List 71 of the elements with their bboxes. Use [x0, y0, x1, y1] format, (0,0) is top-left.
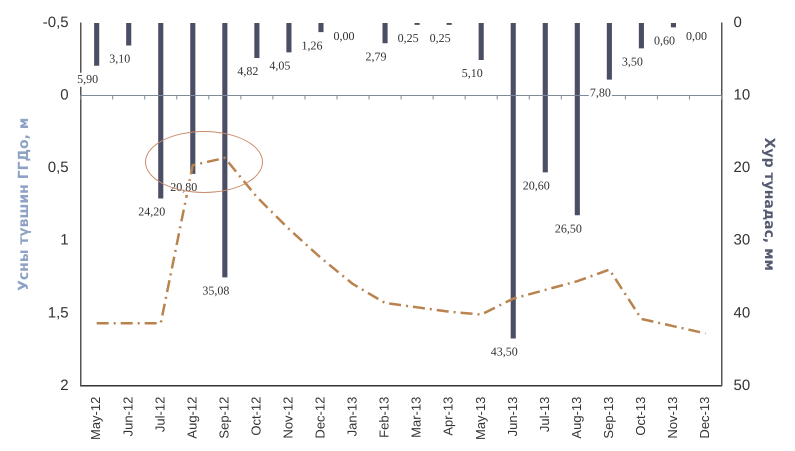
- data-label: 7,80: [590, 86, 611, 100]
- bar: [254, 23, 260, 58]
- line-series: [95, 156, 707, 335]
- bar: [542, 23, 548, 172]
- data-label: 43,50: [490, 344, 518, 359]
- x-tick-label: Mar-13: [408, 396, 424, 438]
- y-tick-label: 2: [60, 376, 69, 394]
- data-label: 3,10: [109, 52, 130, 66]
- bar: [606, 23, 612, 80]
- x-tick-label: Jan-13: [344, 396, 360, 436]
- bar: [478, 23, 484, 60]
- x-tick-label: Aug-12: [184, 396, 200, 439]
- y-tick-label: -0,5: [42, 14, 69, 32]
- data-label: 1,26: [301, 38, 322, 52]
- x-tick-label: Jul-13: [536, 396, 552, 432]
- y2-tick-label: 50: [734, 376, 750, 394]
- y-tick-label: 0: [60, 86, 69, 104]
- data-label: 0,25: [430, 30, 451, 45]
- data-label: 24,20: [138, 204, 166, 219]
- data-label: 4,82: [237, 64, 258, 78]
- x-tick-label: Nov-13: [665, 396, 680, 439]
- data-label: 5,10: [462, 66, 483, 80]
- data-label: 26,50: [554, 221, 582, 236]
- y2-axis-title: Хур тунадас, мм: [760, 138, 777, 271]
- data-label: 0,00: [686, 29, 707, 44]
- bar: [126, 23, 132, 46]
- bar: [190, 23, 196, 174]
- y-tick-label: 1: [60, 232, 69, 249]
- data-label: 0,00: [334, 29, 355, 44]
- bar: [510, 23, 516, 339]
- data-label: 2,79: [366, 49, 387, 64]
- x-tick-label: Jun-13: [504, 396, 520, 436]
- bar: [670, 23, 676, 28]
- x-tick-label: Sep-12: [216, 396, 232, 439]
- x-tick-label: Dec-13: [697, 396, 712, 439]
- y-tick-label: 1,5: [48, 304, 69, 322]
- data-label: 35,08: [202, 284, 230, 298]
- y2-tick-label: 30: [734, 232, 750, 249]
- bar: [158, 23, 164, 199]
- data-label: 20,80: [170, 180, 198, 194]
- x-tick-label: Feb-13: [376, 396, 392, 438]
- x-tick-label: Nov-12: [280, 396, 296, 439]
- bar: [222, 23, 228, 278]
- y2-tick-label: 40: [734, 304, 750, 322]
- x-tick-label: Dec-12: [312, 396, 328, 439]
- data-label: 3,50: [622, 54, 643, 69]
- x-tick-label: Oct-12: [248, 396, 264, 436]
- data-label: 0,25: [398, 30, 419, 45]
- x-tick-label: Sep-13: [600, 396, 616, 439]
- bar: [638, 23, 644, 48]
- bar: [382, 23, 388, 44]
- x-tick-label: Aug-13: [568, 396, 584, 439]
- y2-tick-label: 0: [734, 14, 742, 32]
- data-label: 20,60: [522, 178, 550, 193]
- data-label: 5,90: [77, 72, 98, 86]
- x-tick-label: Jun-12: [120, 396, 136, 436]
- x-tick-label: Apr-13: [440, 396, 456, 436]
- y2-tick-label: 20: [734, 159, 750, 176]
- y-axis-title: Усны түвшин ГГДо, м: [16, 118, 32, 291]
- x-tick-label: Jul-12: [152, 396, 168, 432]
- y2-tick-label: 10: [734, 86, 750, 104]
- bar: [574, 23, 580, 216]
- y-tick-label: 0,5: [48, 159, 69, 176]
- x-tick-label: Oct-13: [632, 396, 648, 436]
- x-tick-label: May-12: [88, 396, 104, 440]
- bar: [94, 23, 100, 66]
- x-tick-label: May-13: [472, 396, 488, 440]
- data-label: 0,60: [654, 34, 675, 48]
- bar: [318, 23, 324, 32]
- bar: [286, 23, 292, 52]
- data-label: 4,05: [269, 58, 290, 73]
